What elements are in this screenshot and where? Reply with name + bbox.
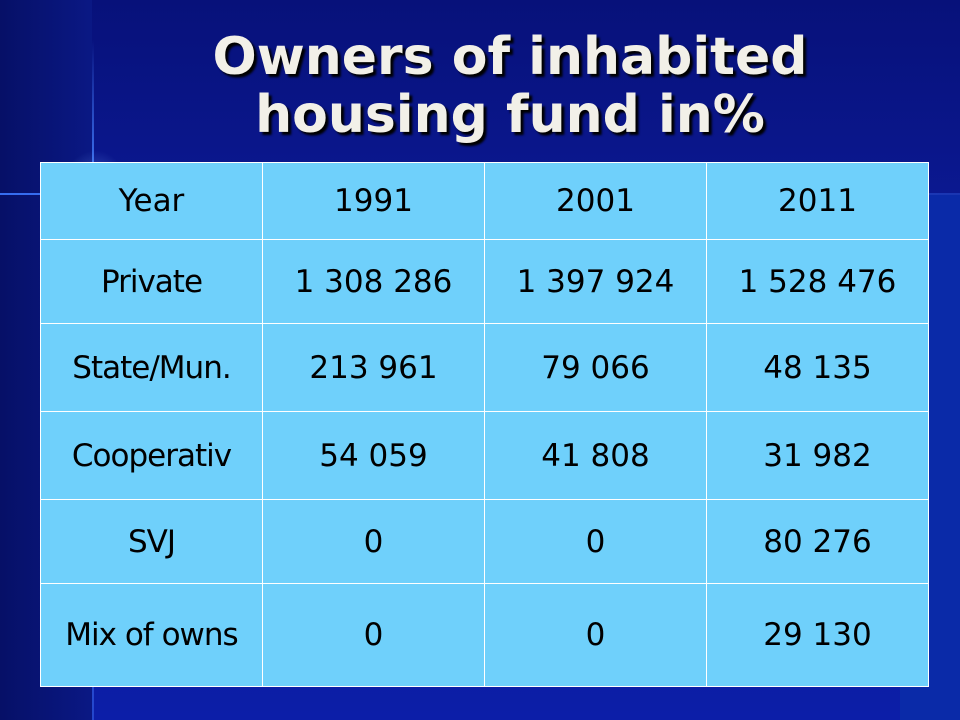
table-cell: 54 059 [262, 411, 485, 500]
table-row-cooperativ: Cooperativ 54 059 41 808 31 982 [40, 411, 929, 500]
table-cell: 0 [262, 583, 485, 687]
table-cell: 80 276 [706, 499, 929, 584]
table-row-private: Private 1 308 286 1 397 924 1 528 476 [40, 239, 929, 324]
table-cell: 41 808 [484, 411, 707, 500]
table-row-state-mun: State/Mun. 213 961 79 066 48 135 [40, 323, 929, 412]
title-line-2: housing fund in% [255, 85, 765, 145]
row-label-svj: SVJ [40, 499, 263, 584]
header-cell-2001: 2001 [484, 162, 707, 240]
table-cell: 1 397 924 [484, 239, 707, 324]
table-cell: 1 308 286 [262, 239, 485, 324]
title-line-1: Owners of inhabited [212, 27, 808, 87]
table-cell: 0 [484, 583, 707, 687]
housing-fund-table: Year 1991 2001 2011 Private 1 308 286 1 … [40, 162, 929, 687]
table-cell: 31 982 [706, 411, 929, 500]
table-row-svj: SVJ 0 0 80 276 [40, 499, 929, 584]
table-row-mix-of-owns: Mix of owns 0 0 29 130 [40, 583, 929, 687]
table-cell: 1 528 476 [706, 239, 929, 324]
table-cell: 48 135 [706, 323, 929, 412]
row-label-mix-of-owns: Mix of owns [40, 583, 263, 687]
table-cell: 0 [262, 499, 485, 584]
table-cell: 0 [484, 499, 707, 584]
row-label-private: Private [40, 239, 263, 324]
slide-title: Owners of inhabited housing fund in% [120, 28, 900, 144]
table-cell: 79 066 [484, 323, 707, 412]
row-label-state-mun: State/Mun. [40, 323, 263, 412]
row-label-cooperativ: Cooperativ [40, 411, 263, 500]
header-cell-1991: 1991 [262, 162, 485, 240]
table-cell: 213 961 [262, 323, 485, 412]
header-cell-2011: 2011 [706, 162, 929, 240]
table-cell: 29 130 [706, 583, 929, 687]
header-cell-year: Year [40, 162, 263, 240]
table-header-row: Year 1991 2001 2011 [40, 162, 929, 240]
